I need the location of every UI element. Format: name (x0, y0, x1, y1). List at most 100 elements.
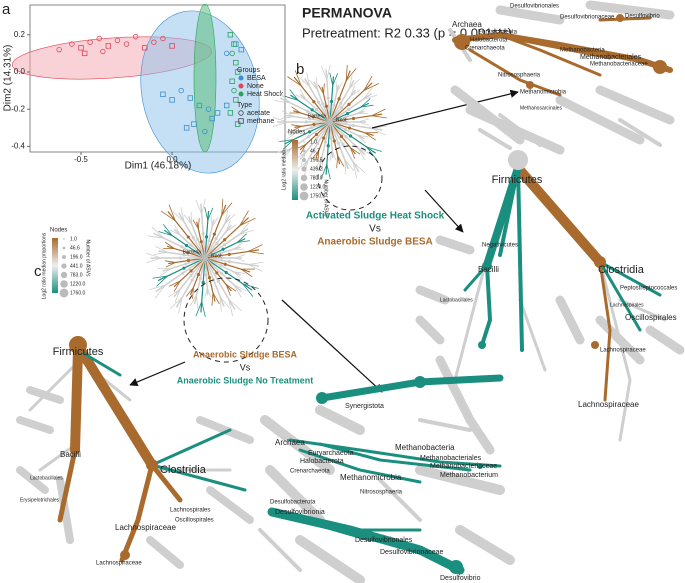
point (81, 50, 88, 57)
branch (321, 157, 324, 171)
size-label: 1220.0 (70, 281, 86, 287)
legend-label: None (247, 83, 264, 90)
branch (233, 284, 248, 292)
size-swatch (61, 263, 67, 269)
branch (281, 147, 293, 162)
branch (165, 262, 176, 268)
node (321, 102, 325, 106)
taxon-label: Methanobacteriaceae (430, 463, 497, 470)
branch (345, 64, 348, 81)
branch (306, 72, 311, 88)
branch (204, 207, 209, 221)
point (169, 97, 175, 103)
y-tick-label: 0.0 (14, 67, 26, 76)
branch (247, 264, 263, 272)
taxon-label: Lachnospirales (170, 508, 210, 514)
node (351, 116, 356, 121)
branch (336, 82, 343, 93)
size-label: 1760.0 (70, 290, 86, 296)
point (229, 50, 235, 57)
point (78, 45, 84, 51)
node (329, 99, 334, 104)
branch (291, 125, 302, 132)
legend-swatch (238, 75, 244, 81)
branch (248, 261, 264, 265)
legend-label: methane (247, 118, 274, 125)
node (223, 238, 227, 242)
tree: Bacteria Root (273, 64, 387, 180)
legend-swatch (238, 118, 244, 124)
taxon-label: Clostridia (160, 464, 207, 476)
branch (160, 210, 176, 222)
node (351, 123, 356, 128)
panel-label: b (296, 61, 304, 78)
size-label: 439.2 (310, 166, 323, 172)
branch (219, 296, 222, 312)
branch (348, 79, 360, 90)
node (184, 243, 189, 248)
branch (173, 224, 181, 236)
point (233, 59, 239, 66)
node (207, 275, 212, 280)
branch (174, 288, 181, 303)
tree: Bacteria Root (146, 198, 264, 318)
node (207, 238, 211, 243)
size-label: 441.0 (70, 263, 83, 269)
node (215, 241, 219, 245)
branch (169, 297, 183, 310)
branch (357, 134, 369, 138)
branch (320, 65, 328, 81)
branch (281, 110, 295, 117)
node (219, 271, 223, 275)
branch (361, 104, 374, 108)
branch (197, 218, 200, 230)
branch (224, 209, 229, 224)
branch (164, 260, 176, 263)
size-label: 1.0 (70, 236, 77, 242)
taxon-label: Lachnospiraceae (96, 561, 142, 567)
branch (349, 85, 356, 97)
zoom-tree: Firmicutes Negativicutes Bacilli Lactobacil… (415, 150, 685, 455)
taxon-label: Nitrososphaeria (360, 490, 403, 496)
comparison: Anaerobic Sludge BESA (193, 349, 298, 359)
node (337, 97, 341, 101)
node (344, 120, 348, 124)
node (332, 139, 336, 143)
node (306, 135, 311, 139)
point (202, 128, 208, 135)
branch (239, 217, 256, 226)
node-legend: Nodes Log2 ratio median proportions Numb… (41, 228, 90, 300)
branch (364, 132, 376, 141)
branch (316, 77, 318, 90)
size-label: 1220.0 (310, 184, 326, 190)
y-tick-label: -0.4 (11, 142, 25, 151)
node (212, 232, 216, 236)
size-swatch (300, 174, 308, 182)
branch (320, 163, 328, 179)
node (312, 122, 316, 127)
node (190, 278, 194, 282)
branch (239, 222, 250, 235)
branch (248, 251, 264, 255)
taxon-label: Desulfovibrionia (275, 509, 325, 516)
point (96, 35, 102, 42)
point (87, 39, 93, 45)
branch (228, 299, 233, 317)
legend-title: Type (237, 102, 252, 109)
node (204, 235, 209, 239)
branch (147, 235, 164, 239)
node (323, 140, 328, 144)
x-tick-label: -0.5 (74, 155, 88, 164)
branch (317, 150, 320, 162)
branch (275, 147, 293, 154)
size-label: 46.6 (70, 245, 80, 251)
branch (234, 254, 246, 259)
branch (332, 73, 338, 86)
legend-label: acetate (247, 110, 270, 117)
node (348, 134, 353, 138)
point (105, 43, 112, 49)
node (189, 269, 193, 273)
branch (329, 72, 334, 86)
node (227, 252, 231, 256)
